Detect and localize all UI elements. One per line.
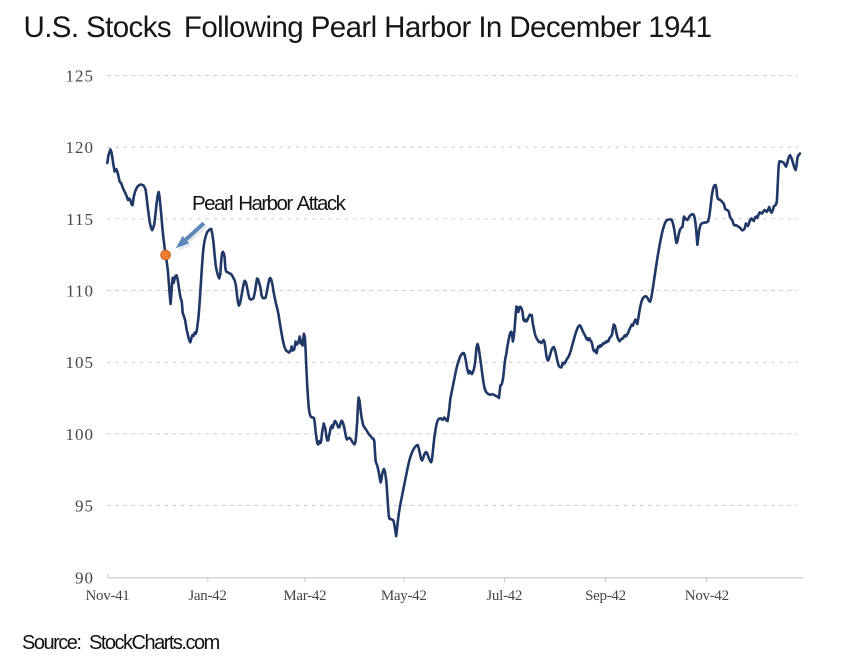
svg-text:Nov-42: Nov-42 — [685, 588, 729, 604]
svg-text:115: 115 — [66, 210, 94, 229]
svg-text:105: 105 — [66, 353, 95, 372]
svg-text:Sep-42: Sep-42 — [585, 588, 626, 604]
svg-text:125: 125 — [66, 67, 95, 86]
svg-text:110: 110 — [66, 282, 94, 301]
svg-text:Nov-41: Nov-41 — [85, 588, 129, 604]
svg-text:Jan-42: Jan-42 — [188, 588, 226, 604]
svg-text:90: 90 — [75, 569, 94, 588]
svg-text:May-42: May-42 — [381, 588, 427, 604]
svg-text:100: 100 — [66, 425, 95, 444]
svg-text:Mar-42: Mar-42 — [283, 588, 326, 604]
svg-text:Pearl Harbor Attack: Pearl Harbor Attack — [192, 192, 347, 215]
svg-text:95: 95 — [75, 496, 94, 515]
svg-text:Jul-42: Jul-42 — [486, 588, 522, 604]
svg-text:120: 120 — [66, 138, 95, 157]
